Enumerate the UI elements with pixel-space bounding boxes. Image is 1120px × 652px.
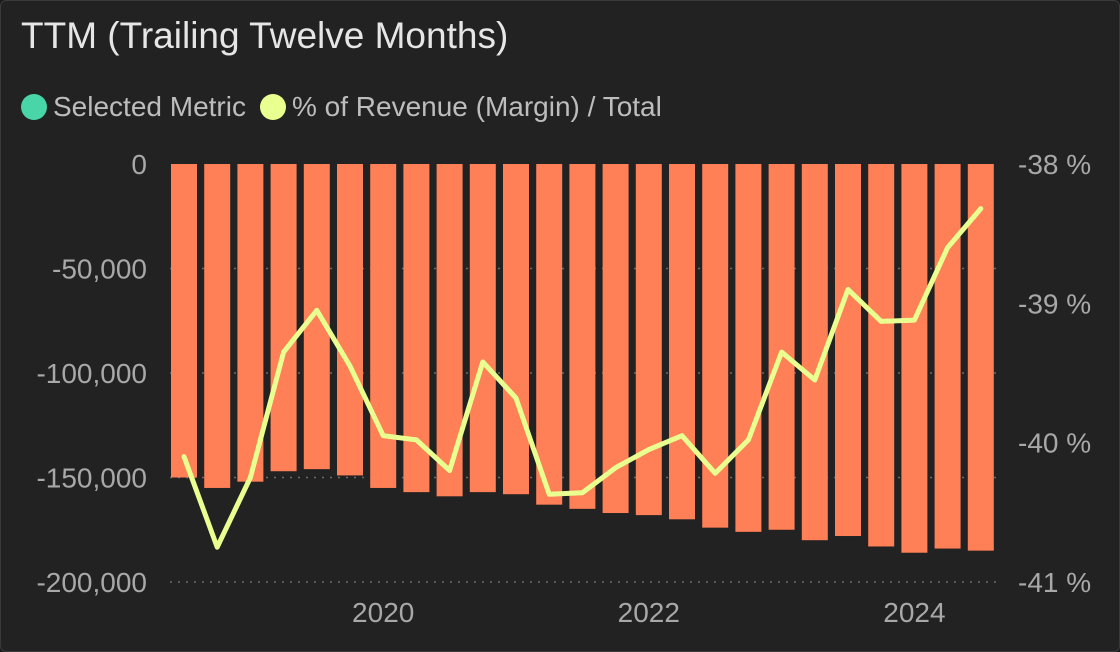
x-tick-2024: 2024: [883, 597, 945, 628]
bar-12: [569, 164, 596, 509]
legend-label-selected-metric: Selected Metric: [53, 91, 246, 122]
right-tick-1: -39 %: [1018, 288, 1091, 319]
legend-dot-selected-metric: [21, 94, 47, 120]
left-tick-1: -50,000: [52, 254, 147, 285]
bar-3: [270, 164, 297, 472]
bar-10: [503, 164, 529, 495]
right-tick-2: -40 %: [1018, 428, 1091, 459]
bar-9: [469, 164, 496, 493]
bar-2: [237, 164, 264, 482]
x-tick-2022: 2022: [618, 597, 680, 628]
bar-1: [204, 164, 231, 488]
bar-17: [735, 164, 762, 532]
right-tick-3: -41 %: [1018, 567, 1091, 598]
bar-13: [602, 164, 629, 514]
bar-15: [669, 164, 695, 520]
bar-18: [768, 164, 795, 530]
legend-item-margin[interactable]: % of Revenue (Margin) / Total: [259, 91, 662, 123]
x-tick-2020: 2020: [352, 597, 414, 628]
left-tick-2: -100,000: [36, 358, 147, 389]
legend-dot-margin: [259, 94, 286, 120]
legend-label-margin: % of Revenue (Margin) / Total: [291, 91, 662, 122]
left-tick-4: -200,000: [36, 567, 147, 598]
bar-23: [934, 164, 961, 549]
bar-21: [868, 164, 895, 547]
bar-0: [171, 164, 197, 478]
bar-14: [635, 164, 662, 516]
left-tick-0: 0: [131, 149, 147, 180]
legend: Selected Metric % of Revenue (Margin) / …: [21, 89, 676, 125]
bar-4: [303, 164, 330, 470]
bar-24: [967, 164, 994, 551]
bar-20: [835, 164, 861, 537]
bar-5: [337, 164, 363, 476]
left-tick-3: -150,000: [36, 463, 147, 494]
chart-title: TTM (Trailing Twelve Months): [21, 15, 509, 56]
right-tick-0: -38 %: [1018, 149, 1091, 180]
bar-22: [901, 164, 928, 553]
bar-11: [536, 164, 563, 505]
legend-item-selected-metric[interactable]: Selected Metric: [21, 91, 246, 123]
